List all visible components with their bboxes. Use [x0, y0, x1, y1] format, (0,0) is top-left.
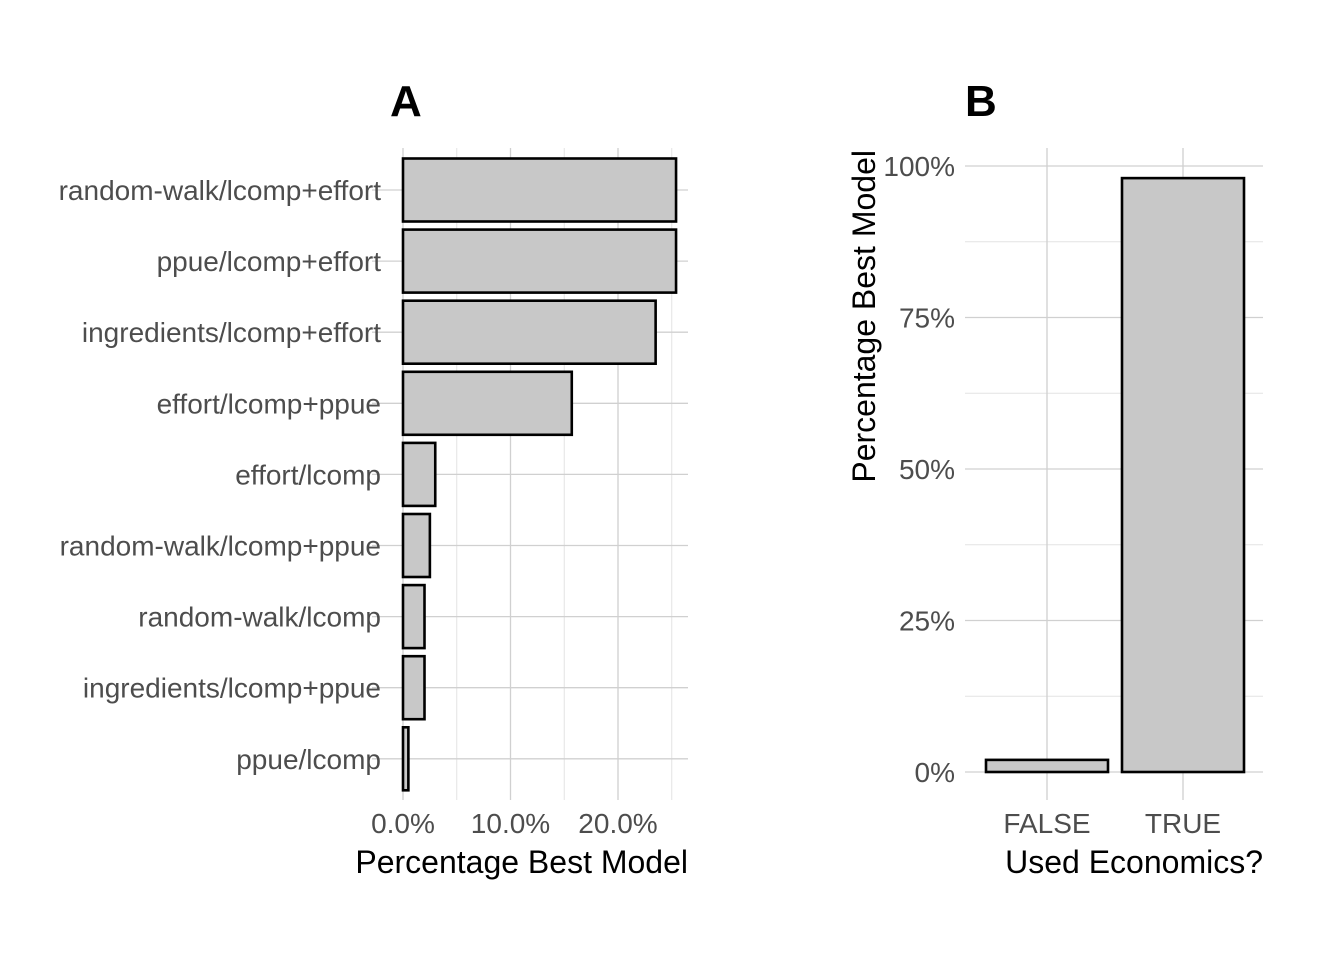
panel-a-bar [401, 512, 432, 579]
panel-a-x-tick-labels: 0.0% 10.0% 20.0% [371, 808, 658, 839]
panel-a-bar [401, 441, 437, 508]
panel-b: B 0% 25% 50% 75% 100% FALSE TRUE Used Economi… [846, 77, 1263, 880]
panel-a-x-tick-label: 20.0% [578, 808, 657, 839]
panel-a-category-label: random-walk/lcomp+effort [59, 175, 382, 206]
panel-b-y-tick-labels: 0% 25% 50% 75% 100% [883, 151, 955, 788]
panel-b-y-tick-label: 100% [883, 151, 955, 182]
panel-a-category-label: ingredients/lcomp+ppue [83, 673, 381, 704]
panel-a-tag: A [390, 77, 422, 126]
panel-b-y-axis-title: Percentage Best Model [846, 150, 882, 483]
panel-a-bar [401, 157, 678, 223]
panel-a-category-label: ppue/lcomp+effort [157, 246, 382, 277]
panel-a-bar [401, 299, 657, 366]
panel-b-bar [984, 758, 1110, 774]
panel-b-x-tick-label: FALSE [1003, 808, 1090, 839]
panel-b-tag: B [965, 77, 997, 126]
panel-a-category-label: effort/lcomp+ppue [157, 388, 381, 419]
panel-a-category-label: random-walk/lcomp+ppue [60, 531, 381, 562]
panel-b-x-axis-title: Used Economics? [1005, 844, 1263, 880]
panel-b-x-tick-label: TRUE [1145, 808, 1221, 839]
panel-a-bar [401, 370, 574, 437]
panel-a-category-label: ppue/lcomp [236, 744, 381, 775]
panel-a: A random-walk/lcomp+effort ppue/lcomp+eff… [59, 77, 688, 880]
panel-b-bars [984, 176, 1246, 774]
panel-a-x-axis-title: Percentage Best Model [355, 844, 688, 880]
panel-a-x-tick-label: 10.0% [471, 808, 550, 839]
panel-a-bar [401, 228, 678, 294]
panel-b-y-tick-label: 0% [915, 757, 955, 788]
panel-b-x-tick-labels: FALSE TRUE [1003, 808, 1221, 839]
panel-b-y-tick-label: 50% [899, 454, 955, 485]
panel-a-category-label: effort/lcomp [235, 459, 381, 490]
panel-a-bar [401, 654, 426, 721]
panel-a-category-label: random-walk/lcomp [138, 602, 381, 633]
panel-a-bar [401, 583, 426, 650]
panel-a-bars [401, 157, 678, 792]
panel-a-category-labels: random-walk/lcomp+effort ppue/lcomp+effor… [59, 175, 382, 775]
panel-a-bar [401, 725, 410, 792]
panel-a-x-tick-label: 0.0% [371, 808, 435, 839]
panel-b-y-tick-label: 75% [899, 303, 955, 334]
panel-a-category-label: ingredients/lcomp+effort [82, 317, 381, 348]
panel-b-y-tick-label: 25% [899, 606, 955, 637]
panel-b-bar [1120, 176, 1246, 774]
